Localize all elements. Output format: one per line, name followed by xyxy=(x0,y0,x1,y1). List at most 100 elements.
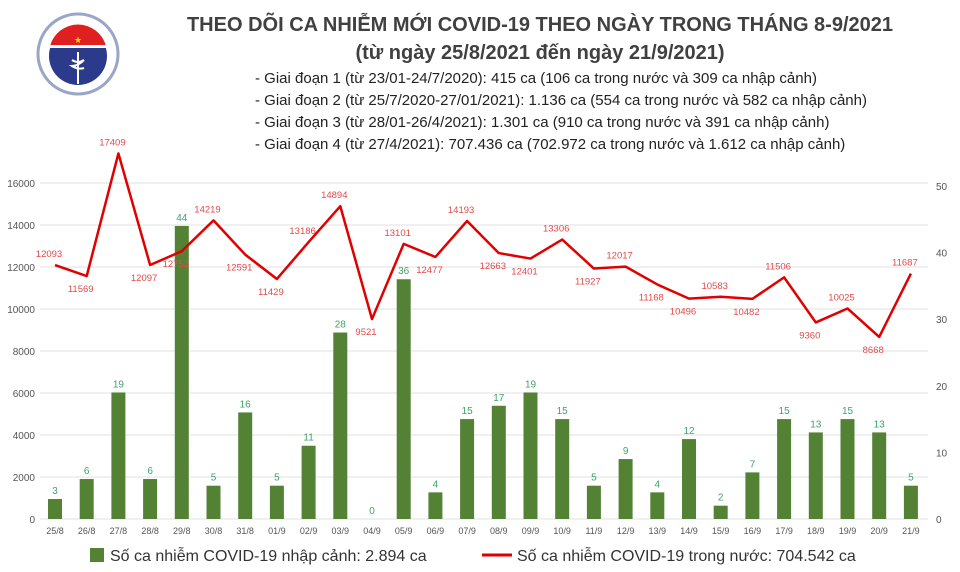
left-axis-tick: 12000 xyxy=(7,263,35,274)
bar xyxy=(745,472,760,519)
line-data-label: 12017 xyxy=(606,251,632,262)
ministry-logo: ★ xyxy=(36,12,120,96)
x-axis-tick: 14/9 xyxy=(680,526,698,536)
line-data-label: 10025 xyxy=(828,292,854,303)
x-axis-tick: 21/9 xyxy=(902,526,920,536)
line-data-label: 12401 xyxy=(511,267,537,278)
line-data-label: 11168 xyxy=(639,292,664,303)
line-data-label: 14894 xyxy=(321,190,347,201)
bar-data-label: 5 xyxy=(211,473,217,484)
x-axis-tick: 19/9 xyxy=(839,526,857,536)
line-data-label: 17409 xyxy=(99,137,125,148)
phase-note: - Giai đoạn 1 (từ 23/01-24/7/2020): 415 … xyxy=(255,70,817,87)
line-data-label: 12591 xyxy=(226,263,252,274)
bar-data-label: 28 xyxy=(335,320,347,331)
x-axis-tick: 15/9 xyxy=(712,526,730,536)
x-axis-tick: 01/9 xyxy=(268,526,286,536)
bar-data-label: 15 xyxy=(842,406,854,417)
x-axis-tick: 16/9 xyxy=(744,526,762,536)
bar xyxy=(555,419,570,519)
left-axis-tick: 2000 xyxy=(13,473,36,484)
x-axis-tick: 09/9 xyxy=(522,526,540,536)
bar-data-label: 3 xyxy=(52,486,58,497)
x-axis-tick: 27/8 xyxy=(110,526,128,536)
x-axis-tick: 31/8 xyxy=(236,526,254,536)
x-axis-tick: 30/8 xyxy=(205,526,223,536)
bar xyxy=(301,445,316,519)
x-axis-tick: 29/8 xyxy=(173,526,191,536)
x-axis-tick: 28/8 xyxy=(141,526,159,536)
bar-data-label: 15 xyxy=(557,406,569,417)
line-data-label: 13101 xyxy=(384,228,410,239)
bar-data-label: 5 xyxy=(908,473,914,484)
bar-data-label: 13 xyxy=(874,419,886,430)
line-data-label: 13306 xyxy=(543,224,569,235)
bar-data-label: 19 xyxy=(525,379,537,390)
bar-data-label: 5 xyxy=(274,473,280,484)
bar-data-label: 5 xyxy=(591,473,597,484)
left-axis-tick: 14000 xyxy=(7,221,35,232)
line-data-label: 11927 xyxy=(575,277,601,288)
chart-title: THEO DÕI CA NHIỄM MỚI COVID-19 THEO NGÀY… xyxy=(186,14,894,36)
bar xyxy=(460,419,475,519)
bar xyxy=(523,392,538,519)
left-axis-tick: 4000 xyxy=(13,431,36,442)
right-axis-tick: 40 xyxy=(936,249,948,260)
legend-bar-label: Số ca nhiễm COVID-19 nhập cảnh: 2.894 ca xyxy=(110,546,427,565)
bar xyxy=(174,225,189,519)
line-data-label: 11429 xyxy=(258,287,284,298)
x-axis-tick: 07/9 xyxy=(458,526,476,536)
bar-data-label: 6 xyxy=(147,466,153,477)
bar-data-label: 6 xyxy=(84,466,90,477)
bar-data-label: 15 xyxy=(779,406,791,417)
bar-data-label: 0 xyxy=(369,506,375,517)
bar xyxy=(903,485,918,519)
line-data-label: 9521 xyxy=(355,327,376,338)
x-axis-tick: 03/9 xyxy=(332,526,350,536)
line-data-label: 14219 xyxy=(194,204,220,215)
bar xyxy=(618,459,633,519)
phase-note: - Giai đoạn 3 (từ 28/01-26/4/2021): 1.30… xyxy=(255,114,830,131)
x-axis-tick: 20/9 xyxy=(870,526,888,536)
bar-data-label: 15 xyxy=(462,406,474,417)
svg-text:★: ★ xyxy=(74,35,82,45)
bar xyxy=(143,479,158,519)
bar xyxy=(808,432,823,519)
x-axis-tick: 10/9 xyxy=(553,526,571,536)
line-data-label: 10583 xyxy=(701,281,727,292)
bar xyxy=(491,405,506,519)
line-data-label: 11569 xyxy=(68,284,94,295)
x-axis-tick: 13/9 xyxy=(649,526,667,536)
left-axis-tick: 16000 xyxy=(7,179,35,190)
bar xyxy=(48,499,62,519)
bar-data-label: 9 xyxy=(623,446,629,457)
x-axis-tick: 11/9 xyxy=(585,526,602,536)
bar xyxy=(840,419,855,519)
bar-data-label: 11 xyxy=(303,433,314,444)
bar xyxy=(428,492,443,519)
legend-bar-swatch xyxy=(90,548,104,562)
line-data-label: 13186 xyxy=(289,226,315,237)
right-axis-tick: 20 xyxy=(936,382,948,393)
bar xyxy=(777,419,792,519)
x-axis-tick: 12/9 xyxy=(617,526,635,536)
line-series xyxy=(54,152,913,339)
bar-data-label: 4 xyxy=(655,479,661,490)
line-data-label: 12097 xyxy=(131,273,157,284)
phase-note: - Giai đoạn 4 (từ 27/4/2021): 707.436 ca… xyxy=(255,136,846,153)
bar xyxy=(206,485,221,519)
left-axis-tick: 8000 xyxy=(13,347,36,358)
x-axis-tick: 06/9 xyxy=(427,526,445,536)
bar xyxy=(396,279,411,519)
x-axis-tick: 18/9 xyxy=(807,526,825,536)
line-data-label: 8668 xyxy=(863,345,884,356)
line-data-label: 12093 xyxy=(36,249,62,260)
bar xyxy=(682,439,696,519)
line-data-label: 10482 xyxy=(733,307,759,318)
bar xyxy=(872,432,887,519)
right-axis-tick: 10 xyxy=(936,448,948,459)
bar-data-label: 4 xyxy=(433,479,439,490)
x-axis-tick: 17/9 xyxy=(775,526,793,536)
line-data-label: 12663 xyxy=(480,261,506,272)
